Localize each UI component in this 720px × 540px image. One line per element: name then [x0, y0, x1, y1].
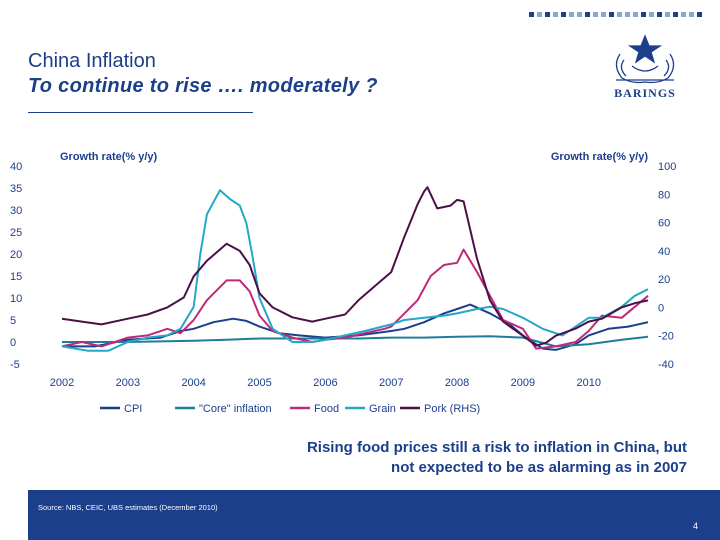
right-tick-label: 100	[658, 161, 676, 173]
inflation-chart: Growth rate(% y/y) Growth rate(% y/y) -5…	[0, 140, 720, 430]
x-tick-label: 2003	[116, 377, 140, 389]
right-tick-label: 40	[658, 246, 670, 258]
title-underline	[28, 112, 253, 113]
legend-label-food: Food	[314, 403, 339, 415]
footer-bar	[28, 490, 720, 540]
left-tick-label: 40	[10, 161, 22, 173]
legend-label-pork-rhs: Pork (RHS)	[424, 403, 480, 415]
x-tick-label: 2007	[379, 377, 403, 389]
left-tick-label: 5	[10, 315, 16, 327]
page-number: 4	[692, 521, 698, 531]
caption-line2: not expected to be as alarming as in 200…	[391, 459, 687, 476]
series-line-cpi	[62, 303, 649, 351]
x-tick-label: 2009	[511, 377, 535, 389]
left-tick-label: 15	[10, 271, 22, 283]
left-tick-label: 30	[10, 205, 22, 217]
left-axis-label: Growth rate(% y/y)	[60, 151, 158, 163]
right-tick-label: 0	[658, 302, 664, 314]
x-tick-label: 2010	[576, 377, 600, 389]
x-tick-label: 2008	[445, 377, 469, 389]
chart-caption: Rising food prices still a risk to infla…	[217, 438, 687, 478]
right-tick-label: -40	[658, 359, 674, 371]
legend-label-grain: Grain	[369, 403, 396, 415]
caption-line1: Rising food prices still a risk to infla…	[306, 439, 687, 456]
x-tick-label: 2004	[181, 377, 205, 389]
barings-crest-icon	[615, 34, 675, 84]
legend-label-cpi: CPI	[124, 403, 142, 415]
right-tick-label: -20	[658, 331, 674, 343]
brand-logo-text: BARINGS	[614, 86, 676, 100]
series-line-grain	[61, 189, 649, 352]
series-line-food	[61, 248, 649, 350]
left-tick-label: 35	[10, 183, 22, 195]
right-tick-label: 20	[658, 274, 670, 286]
series-line-pork-rhs	[61, 186, 649, 347]
x-tick-label: 2002	[50, 377, 74, 389]
x-tick-label: 2006	[313, 377, 337, 389]
right-tick-label: 80	[658, 189, 670, 201]
left-tick-label: 0	[10, 337, 16, 349]
x-tick-label: 2005	[247, 377, 271, 389]
source-note: Source: NBS, CEIC, UBS estimates (Decemb…	[38, 503, 218, 512]
series-line-core-inflation	[62, 335, 649, 348]
left-tick-label: 20	[10, 249, 22, 261]
legend-label-core-inflation: "Core" inflation	[199, 403, 272, 415]
left-tick-label: -5	[10, 359, 20, 371]
page-title-line1: China Inflation	[28, 50, 156, 72]
right-tick-label: 60	[658, 218, 670, 230]
left-tick-label: 25	[10, 227, 22, 239]
chart-canvas: Growth rate(% y/y) Growth rate(% y/y) -5…	[10, 151, 676, 415]
header-decoration-dots	[529, 12, 702, 17]
right-axis-label: Growth rate(% y/y)	[551, 151, 649, 163]
page-title-line2: To continue to rise …. moderately ?	[28, 75, 378, 97]
left-tick-label: 10	[10, 293, 22, 305]
